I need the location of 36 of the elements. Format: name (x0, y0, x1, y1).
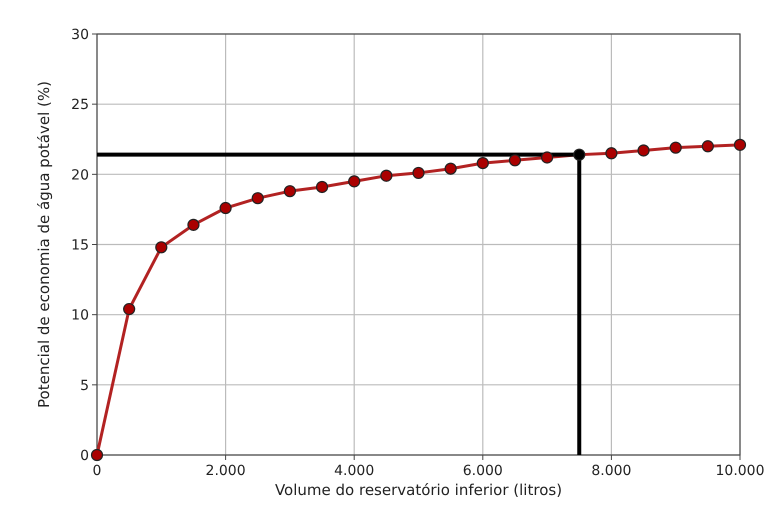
point (252, 192, 264, 204)
y-tick-label: 0 (80, 448, 89, 464)
point (702, 140, 714, 152)
x-axis-title: Volume do reservatório inferior (litros) (274, 481, 562, 499)
point (412, 166, 425, 180)
point (541, 151, 554, 164)
y-tick-label: 20 (71, 167, 89, 184)
point (380, 170, 392, 182)
point (573, 148, 586, 161)
y-tick-label: 30 (71, 27, 89, 43)
x-tick-label: 6.000 (462, 463, 503, 479)
point (187, 218, 200, 231)
point (90, 448, 104, 462)
x-tick-label: 4.000 (334, 463, 374, 479)
x-tick-label: 8.000 (591, 463, 632, 479)
point (284, 185, 296, 198)
y-tick-label: 25 (71, 97, 89, 114)
x-tick-label: 10.000 (716, 463, 764, 479)
point (605, 147, 618, 160)
point (220, 202, 232, 214)
y-tick-label: 10 (71, 308, 89, 324)
y-axis-title: Potencial de economia de água potável (%) (35, 81, 53, 408)
point (348, 175, 360, 188)
point (670, 142, 682, 154)
y-tick-label: 5 (80, 378, 89, 394)
point (476, 157, 489, 170)
y-tick-label: 15 (71, 238, 89, 254)
point (508, 154, 522, 166)
x-tick-label: 2.000 (206, 463, 246, 479)
point (734, 138, 746, 151)
point (316, 180, 328, 194)
point (155, 241, 168, 254)
point (444, 162, 457, 175)
x-tick-label: 0 (92, 463, 102, 479)
point (637, 144, 650, 157)
point (123, 302, 136, 316)
